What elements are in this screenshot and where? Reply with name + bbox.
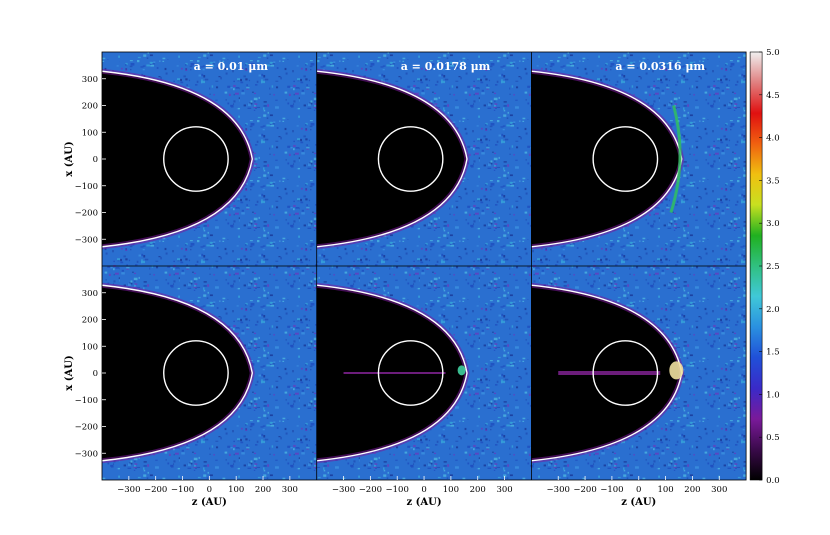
density-panel: a = 0.0178 μm (316, 52, 532, 266)
x-tick-label: 100 (228, 485, 244, 495)
x-tick-label: 200 (255, 485, 271, 495)
y-tick-label: 100 (82, 128, 98, 138)
y-tick-label: −200 (75, 209, 98, 219)
y-tick-label: −300 (75, 449, 98, 459)
x-tick-label: 300 (496, 485, 512, 495)
x-tick-label: 0 (207, 485, 212, 495)
x-axis-label: z (AU) (192, 497, 227, 508)
x-tick-label: 100 (443, 485, 459, 495)
y-tick-label: 0 (93, 155, 98, 165)
apex-feature (457, 365, 466, 376)
inner-boundary-circle (592, 126, 659, 192)
y-axis-label: x (AU) (64, 141, 75, 176)
density-panel (316, 266, 532, 480)
cavity-region (102, 71, 253, 247)
colorbar-tick-label: 0.0 (766, 476, 780, 486)
cavity-region (316, 71, 467, 247)
colorbar-tick-label: 3.0 (766, 219, 780, 229)
y-axis-label: x (AU) (64, 355, 75, 390)
x-tick-label: −100 (386, 485, 409, 495)
x-axis-label: z (AU) (621, 497, 656, 508)
density-panel: a = 0.01 μm (102, 52, 317, 266)
x-tick-label: −200 (144, 485, 167, 495)
colorbar-tick-label: 2.5 (766, 262, 780, 272)
bow-shock-curve (531, 70, 683, 248)
cavity-region (102, 285, 253, 461)
bow-shock-curve (316, 284, 468, 462)
x-tick-label: −200 (573, 485, 596, 495)
bow-shock-curve (102, 70, 254, 248)
x-tick-label: −200 (359, 485, 382, 495)
x-tick-label: 0 (636, 485, 641, 495)
colorbar-tick-label: 4.5 (766, 91, 780, 101)
colorbar-tick-label: 4.0 (766, 134, 780, 144)
y-tick-label: −200 (75, 423, 98, 433)
inner-boundary-circle (377, 126, 444, 192)
bow-shock-curve (316, 70, 468, 248)
x-tick-label: 0 (421, 485, 426, 495)
density-panel (531, 266, 747, 480)
y-tick-label: 100 (82, 342, 98, 352)
panel-title: a = 0.0178 μm (401, 60, 491, 73)
x-tick-label: 200 (470, 485, 486, 495)
y-tick-label: 300 (82, 75, 98, 85)
density-panel: a = 0.0316 μm (531, 52, 747, 266)
bow-shock-curve (102, 284, 254, 462)
y-tick-label: −100 (75, 396, 98, 406)
y-tick-label: 0 (93, 369, 98, 379)
panel-title: a = 0.0316 μm (615, 60, 705, 73)
x-tick-label: −100 (600, 485, 623, 495)
colorbar-tick-label: 3.5 (766, 176, 780, 186)
colorbar-tick-label: 1.0 (766, 390, 780, 400)
inner-boundary-circle (163, 126, 229, 192)
colorbar-tick-label: 1.5 (766, 348, 780, 358)
x-tick-label: −300 (547, 485, 570, 495)
colorbar-tick-label: 5.0 (766, 48, 780, 58)
apex-feature (669, 361, 684, 380)
density-panel (102, 266, 317, 480)
x-tick-label: 300 (711, 485, 727, 495)
colorbar-tick-label: 2.0 (766, 305, 780, 315)
panel-grid: a = 0.01 μm a = 0.0178 μm a = 0.0316 μm (102, 52, 747, 480)
x-tick-label: 200 (684, 485, 700, 495)
x-tick-label: −100 (171, 485, 194, 495)
colorbar-tick-label: 0.5 (766, 433, 780, 443)
y-tick-label: 200 (82, 316, 98, 326)
x-tick-label: −300 (117, 485, 140, 495)
y-tick-label: −300 (75, 235, 98, 245)
inner-boundary-circle (163, 340, 229, 406)
inner-boundary-circle (377, 340, 444, 406)
x-tick-label: 300 (282, 485, 298, 495)
x-tick-label: 100 (657, 485, 673, 495)
shock-enhancement (669, 105, 682, 213)
x-tick-label: −300 (332, 485, 355, 495)
y-tick-label: 300 (82, 289, 98, 299)
y-tick-label: 200 (82, 102, 98, 112)
inner-boundary-circle (592, 340, 659, 406)
x-axis-label: z (AU) (406, 497, 441, 508)
y-tick-label: −100 (75, 182, 98, 192)
panel-title: a = 0.01 μm (194, 60, 269, 73)
cavity-region (531, 71, 682, 247)
colorbar: 5.0 4.5 4.0 3.5 3.0 2.5 2.0 1.5 1.0 0.5 0.0 (749, 48, 780, 486)
